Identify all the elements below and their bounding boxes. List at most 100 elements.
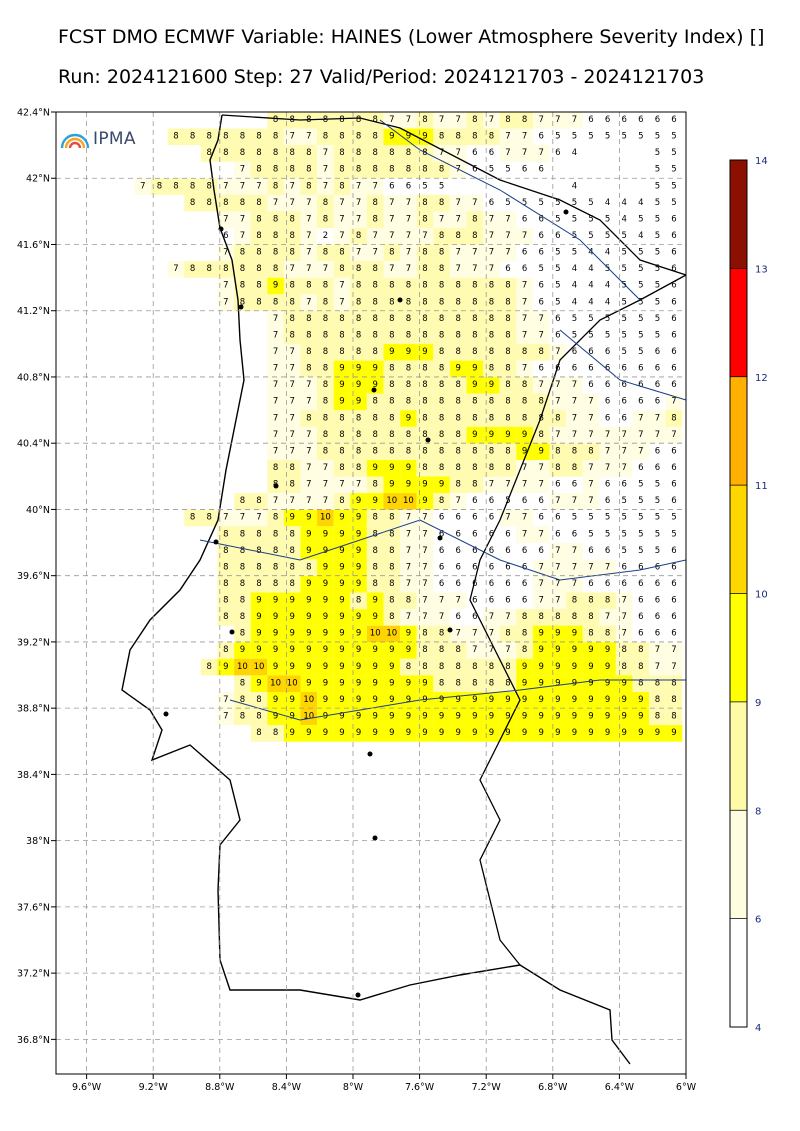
- data-cell: [449, 426, 467, 444]
- data-cell-value: 7: [439, 148, 444, 158]
- data-cell-value: 8: [505, 678, 510, 688]
- data-cell-value: 5: [655, 513, 660, 523]
- data-cell: [267, 443, 284, 460]
- data-cell-value: 8: [372, 165, 377, 175]
- data-cell-value: 5: [605, 214, 610, 224]
- data-cell: [615, 625, 633, 643]
- data-cell: [499, 211, 517, 228]
- data-cell: [234, 178, 251, 195]
- data-cell-value: 8: [439, 330, 444, 340]
- data-cell-value: 5: [655, 496, 660, 506]
- data-cell-value: 7: [223, 297, 228, 307]
- data-cell: [350, 426, 367, 444]
- data-cell: [283, 145, 301, 162]
- data-cell-value: 7: [356, 198, 361, 208]
- data-cell-value: 7: [555, 430, 560, 440]
- data-cell-value: 6: [439, 579, 444, 589]
- data-cell-value: 9: [372, 728, 377, 738]
- data-cell: [433, 128, 450, 146]
- data-cell-value: 9: [256, 612, 261, 622]
- data-cell-value: 8: [256, 529, 261, 539]
- data-cell-value: 9: [323, 645, 328, 655]
- data-cell-value: 8: [588, 446, 593, 456]
- data-cell: [333, 410, 351, 427]
- data-cell: [466, 625, 484, 643]
- data-cell-value: 4: [605, 248, 610, 258]
- data-cell: [283, 277, 301, 295]
- data-cell: [615, 708, 633, 726]
- data-cell-value: 5: [538, 264, 543, 274]
- data-cell: [532, 377, 550, 394]
- data-cell-value: 9: [289, 645, 294, 655]
- data-cell-value: 5: [655, 480, 660, 490]
- data-cell: [283, 576, 301, 593]
- data-cell: [400, 244, 417, 262]
- data-cell-value: 7: [240, 165, 245, 175]
- data-cell: [333, 277, 351, 295]
- data-cell-value: 8: [489, 662, 494, 672]
- data-cell-value: 7: [439, 115, 444, 125]
- data-cell-value: 9: [522, 695, 527, 705]
- data-cell-value: 8: [240, 496, 245, 506]
- data-cell-value: 9: [356, 397, 361, 407]
- data-cell: [449, 344, 467, 361]
- data-cell-value: 6: [588, 347, 593, 357]
- data-cell-value: 6: [671, 629, 676, 639]
- colorbar-label: 8: [755, 806, 761, 817]
- data-cell-value: 8: [289, 562, 294, 572]
- data-cell-value: 9: [605, 645, 610, 655]
- data-cell-value: 9: [455, 712, 460, 722]
- data-cell: [317, 161, 334, 179]
- data-cell: [400, 128, 417, 146]
- data-cell-value: 8: [422, 314, 427, 324]
- data-cell: [250, 493, 268, 510]
- data-cell-value: 8: [356, 165, 361, 175]
- data-cell-value: 9: [406, 629, 411, 639]
- data-cell: [350, 542, 367, 560]
- data-cell-value: 5: [621, 297, 626, 307]
- data-cell: [483, 310, 500, 328]
- data-cell-value: 7: [223, 181, 228, 191]
- data-cell: [250, 675, 268, 692]
- data-cell-value: 6: [671, 248, 676, 258]
- data-cell: [366, 443, 384, 460]
- data-cell-value: 8: [372, 562, 377, 572]
- data-cell: [516, 708, 533, 726]
- data-cell-value: 7: [505, 231, 510, 241]
- data-cell: [582, 692, 600, 709]
- data-cell-value: 7: [240, 231, 245, 241]
- data-cell: [449, 244, 467, 262]
- data-cell: [350, 261, 367, 278]
- data-cell: [366, 675, 384, 692]
- data-cell-value: 8: [356, 596, 361, 606]
- data-cell-value: 8: [339, 181, 344, 191]
- data-cell: [234, 625, 251, 643]
- data-cell: [283, 476, 301, 494]
- data-cell-value: 6: [522, 496, 527, 506]
- data-cell: [317, 360, 334, 378]
- data-cell-value: 8: [422, 629, 427, 639]
- data-cell-value: 7: [505, 513, 510, 523]
- data-cell: [582, 410, 600, 427]
- data-cell: [400, 658, 417, 676]
- data-cell: [549, 675, 567, 692]
- data-cell-value: 9: [389, 132, 394, 142]
- data-cell: [416, 609, 434, 626]
- data-cell: [549, 112, 567, 129]
- data-cell: [649, 642, 666, 659]
- data-cell-value: 6: [522, 562, 527, 572]
- data-cell-value: 7: [605, 612, 610, 622]
- data-cell-value: 8: [356, 148, 361, 158]
- data-cell: [383, 559, 401, 576]
- data-cell-value: 7: [422, 596, 427, 606]
- data-cell-value: 9: [339, 629, 344, 639]
- data-cell: [283, 526, 301, 543]
- data-cell: [300, 625, 318, 643]
- data-cell: [549, 658, 567, 676]
- data-cell-value: 9: [356, 579, 361, 589]
- data-cell: [300, 377, 318, 394]
- data-cell: [483, 692, 500, 709]
- data-cell-value: 8: [588, 612, 593, 622]
- data-cell-value: 7: [538, 115, 543, 125]
- data-cell: [400, 542, 417, 560]
